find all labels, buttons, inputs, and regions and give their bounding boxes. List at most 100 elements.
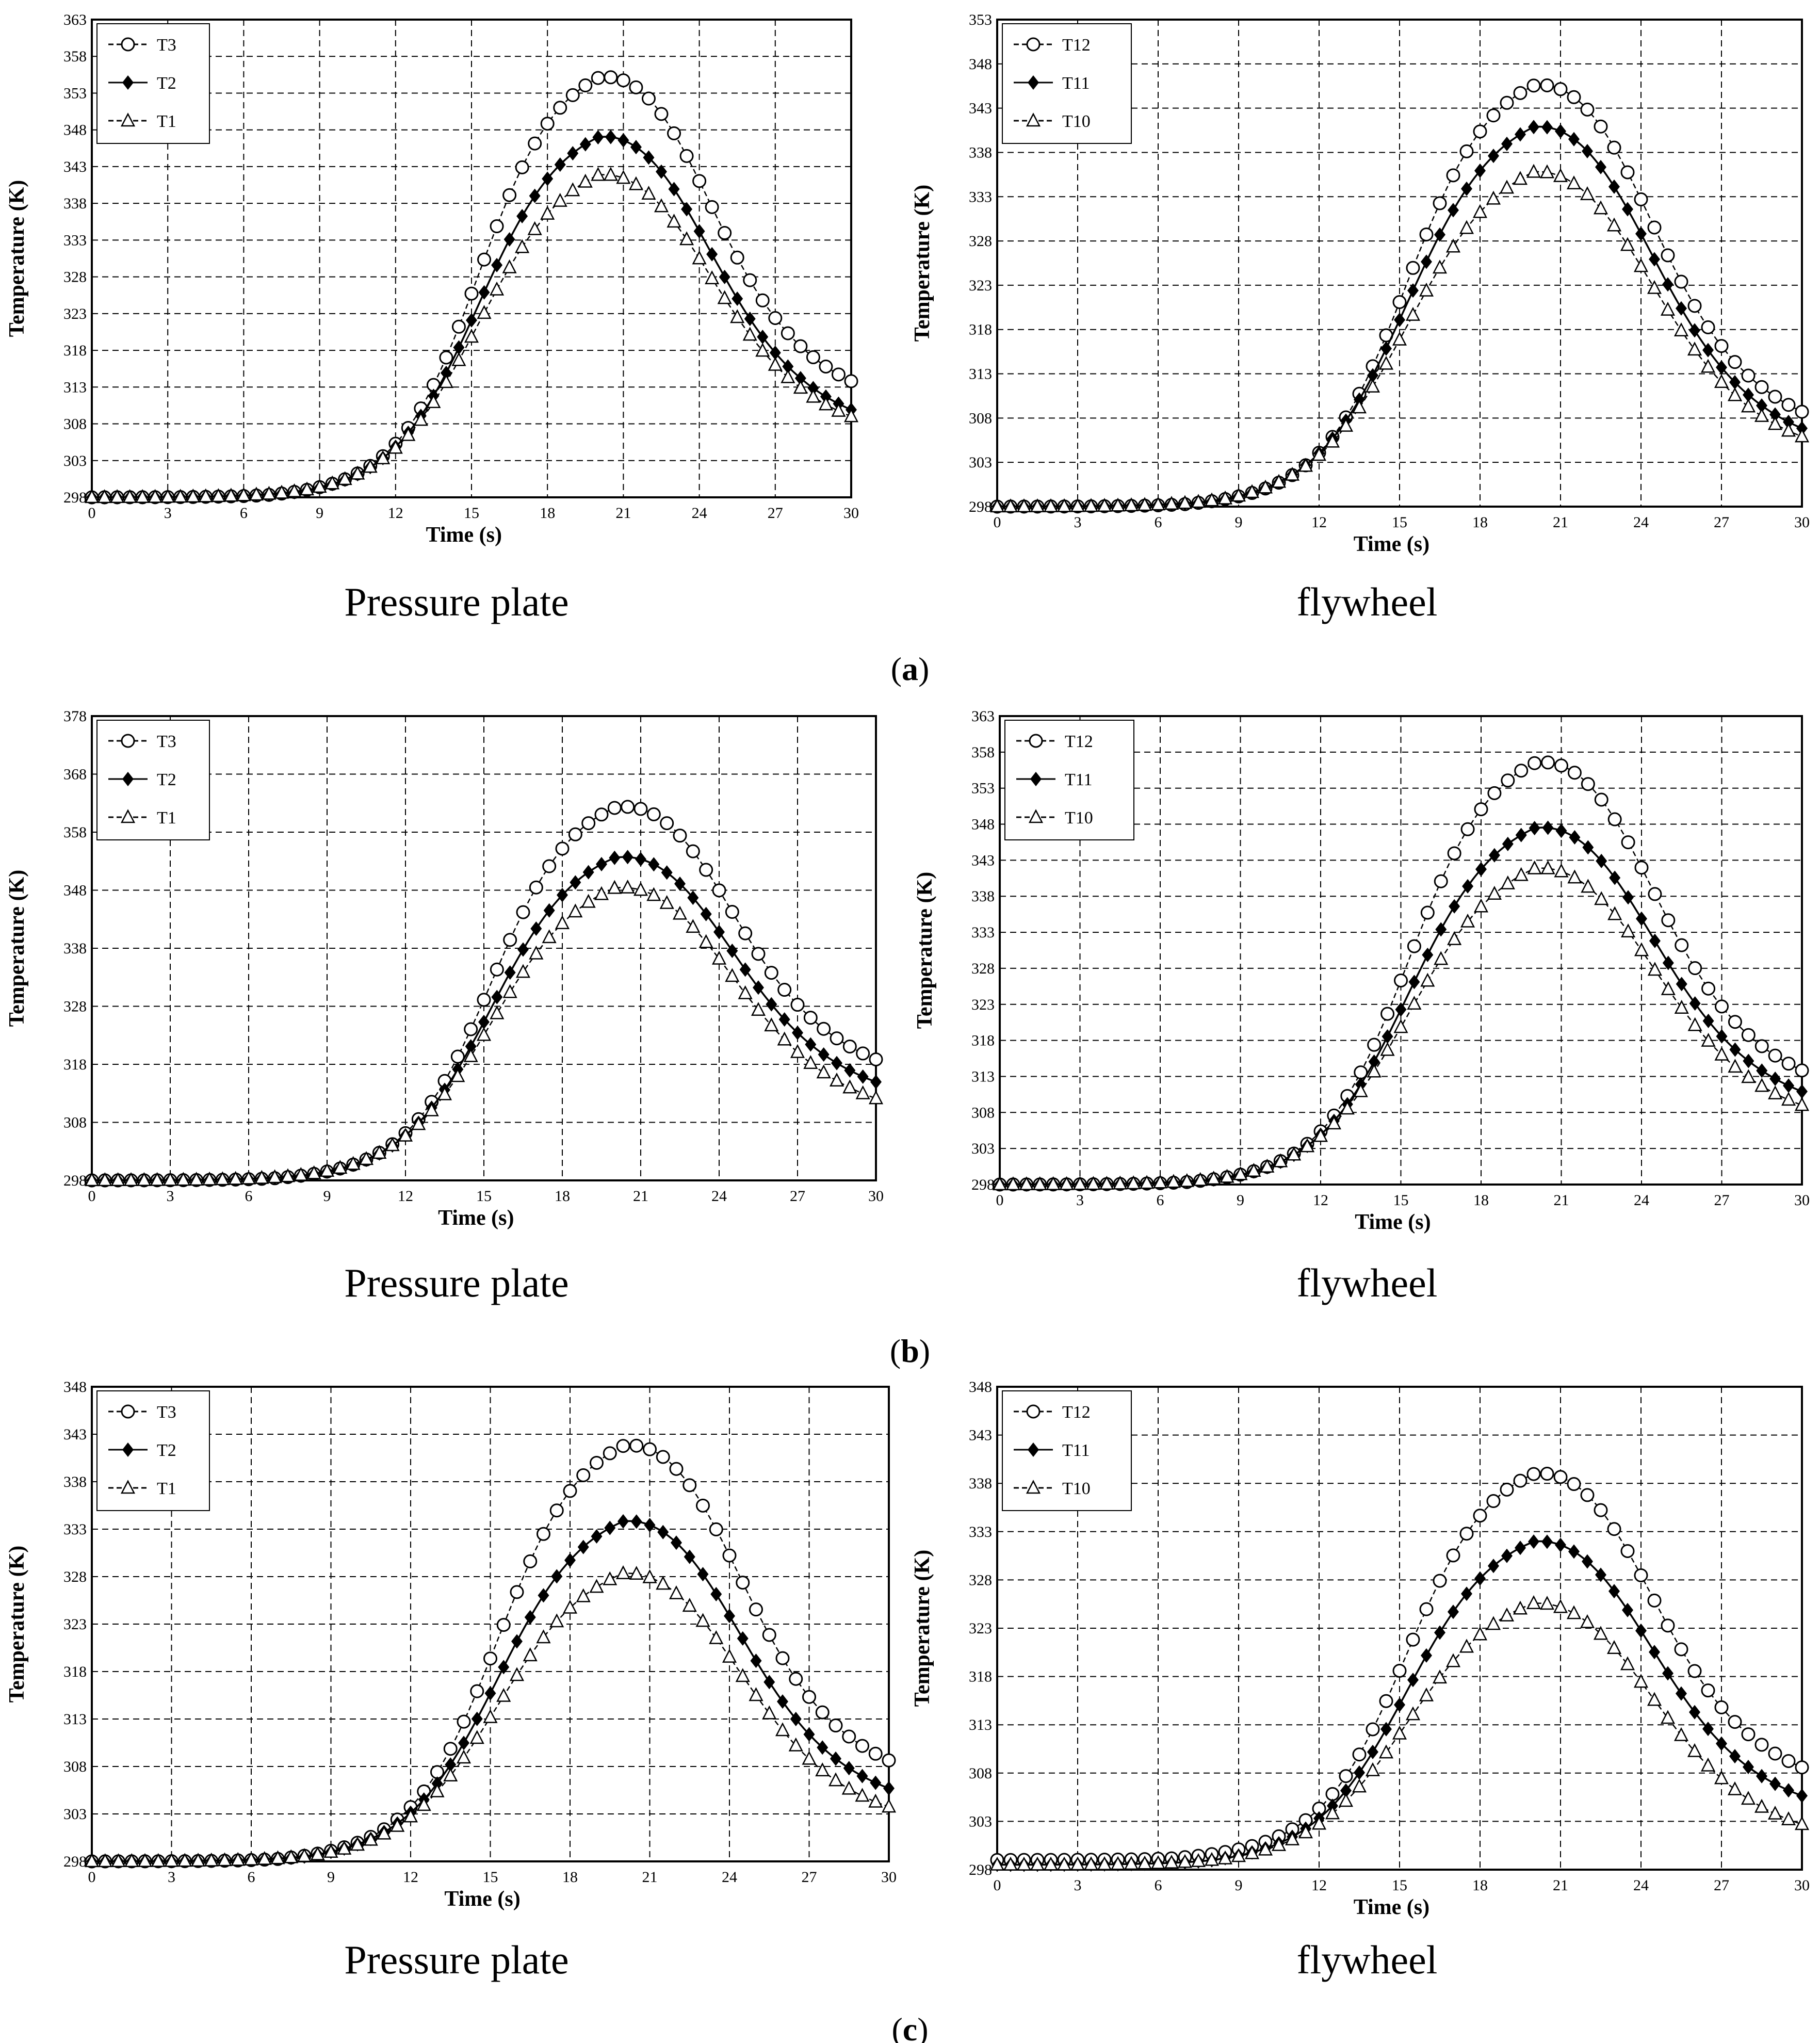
data-point [1729,375,1741,390]
data-point [1526,1467,1541,1481]
data-point [594,886,609,900]
data-point [1502,836,1514,851]
x-tick-label: 21 [1554,1192,1569,1209]
data-point [1378,355,1394,370]
data-point [1687,1743,1702,1757]
data-point [543,903,555,918]
y-tick-label: 338 [63,195,87,212]
data-point [215,1171,230,1186]
x-tick-label: 21 [642,1869,658,1886]
data-point [868,1746,883,1761]
data-point [725,968,740,982]
data-point [540,117,555,131]
x-tick-label: 27 [1714,1192,1730,1209]
data-point [1593,200,1608,215]
x-tick-label: 0 [994,514,1001,531]
data-point [325,475,340,490]
data-point [803,1727,815,1742]
data-point [1539,1596,1555,1610]
data-point [491,990,503,1004]
data-point [1647,962,1662,976]
data-point [1794,428,1810,443]
data-point [1714,374,1729,388]
data-point [1005,1176,1020,1191]
data-point [1729,1749,1741,1764]
data-point [697,1567,709,1582]
data-point [1258,1841,1273,1856]
data-point [1607,140,1621,155]
x-tick-label: 12 [1313,1192,1328,1209]
data-point [882,1753,896,1768]
data-point [1608,1584,1620,1599]
data-point [1486,1494,1501,1509]
data-point [1743,1053,1754,1068]
data-point [241,1170,256,1185]
data-point [1016,498,1032,513]
data-point [1394,313,1405,328]
plot-frame [91,1386,890,1862]
data-point [1606,1640,1622,1654]
data-point [385,1137,400,1152]
data-point [668,182,680,197]
y-tick-label: 298 [969,498,992,515]
legend-marker [121,734,135,748]
x-tick-label: 21 [633,1188,648,1205]
data-point [549,1613,564,1628]
data-point [529,880,543,895]
data-point [755,293,770,307]
x-tick-label: 9 [1235,514,1243,531]
data-point [646,887,661,901]
data-point [696,1498,710,1513]
data-point [1701,981,1716,996]
data-point [1754,1039,1769,1053]
data-point [1420,905,1435,920]
y-tick-label: 298 [969,1861,992,1878]
data-point [530,921,542,936]
data-point [616,170,631,184]
legend-label: T10 [1062,1479,1091,1498]
data-point [440,365,452,380]
x-axis-label: Time (s) [426,523,502,547]
data-point [1365,1762,1380,1776]
data-point [1419,282,1434,297]
data-point [553,101,567,115]
data-point [202,1171,217,1186]
data-point [1741,1791,1756,1805]
x-tick-label: 0 [88,505,96,522]
y-tick-label: 318 [969,321,992,338]
data-point [1233,1166,1248,1180]
data-point [633,882,648,896]
data-point [857,1069,869,1084]
data-point [1769,1776,1781,1791]
data-point [1754,1078,1769,1092]
data-point [1702,343,1714,358]
data-point [789,1672,803,1686]
data-point [1421,254,1432,269]
data-point [1325,1805,1340,1820]
data-point [1689,323,1700,338]
data-point [1459,144,1474,158]
data-point [411,1116,426,1130]
data-point [456,1749,472,1764]
data-point [84,1853,100,1868]
data-point [403,1808,418,1823]
y-tick-label: 303 [969,1813,992,1830]
data-point [591,71,605,85]
data-point [1366,1722,1380,1737]
data-point [1434,227,1445,242]
data-point [698,934,713,948]
chart-b-flywheel: 2983033083133183233283333383433483533583… [913,708,1810,1305]
data-point [790,1044,805,1058]
data-point [1419,1687,1434,1701]
data-point [1701,320,1715,334]
legend-label: T10 [1065,808,1093,828]
data-point [855,1739,869,1753]
legend-box [96,1390,210,1511]
data-point [591,167,606,181]
y-tick-label: 353 [63,85,87,102]
data-point [1449,899,1460,914]
data-point [742,327,757,341]
data-point [377,1825,392,1840]
y-tick-label: 343 [969,100,992,117]
data-point [842,1079,857,1094]
